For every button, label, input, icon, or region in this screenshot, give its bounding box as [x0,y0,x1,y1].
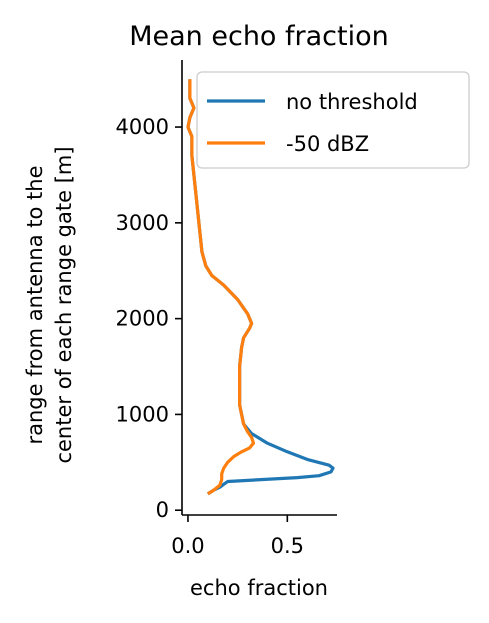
x-tick-label: 0.5 [271,534,304,558]
y-tick-label: 1000 [116,402,169,426]
y-tick-label: 2000 [116,307,169,331]
legend-label-minus-50-dbz: -50 dBZ [286,132,369,156]
legend: no threshold -50 dBZ [196,71,470,169]
legend-label-no-threshold: no threshold [286,90,418,114]
plot-series [186,79,335,496]
x-tick-label: 0.0 [171,534,204,558]
y-axis-label: range from antenna to the center of each… [23,146,76,463]
y-axis-label-line-2: center of each range gate [m] [52,146,76,463]
chart-title: Mean echo fraction [129,21,389,52]
y-tick-label: 4000 [116,115,169,139]
y-tick-label: 0 [156,498,169,522]
x-axis-label: echo fraction [190,576,328,600]
y-ticks: 0 1000 2000 3000 4000 [116,115,182,522]
y-tick-label: 3000 [116,211,169,235]
series-line-50-dbz [186,79,256,496]
y-axis-label-line-1: range from antenna to the [23,166,47,445]
x-ticks: 0.0 0.5 [171,515,304,558]
